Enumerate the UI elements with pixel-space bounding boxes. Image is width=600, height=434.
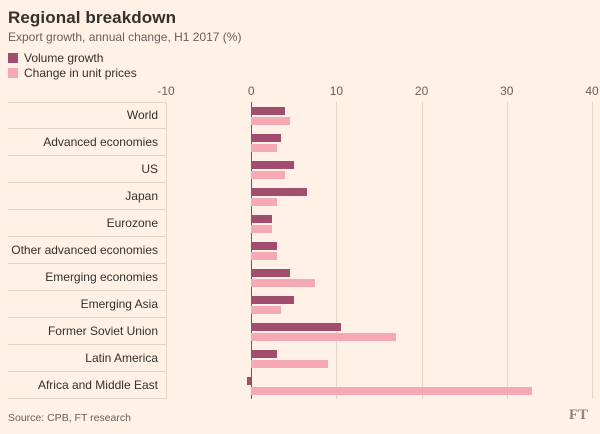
gridline — [336, 102, 338, 399]
category-label: World — [126, 108, 158, 122]
bar-unit-prices — [251, 225, 273, 233]
row-separator — [8, 128, 166, 129]
row-separator — [8, 263, 166, 264]
chart-subtitle: Export growth, annual change, H1 2017 (%… — [8, 30, 242, 44]
axis-tick-label: 10 — [329, 84, 344, 98]
bar-unit-prices — [251, 306, 281, 314]
axis-tick-label: 0 — [247, 84, 255, 98]
axis-tick-label: 40 — [585, 84, 599, 98]
gridline — [592, 102, 593, 399]
chart-row: World — [8, 102, 592, 129]
chart-row: Japan — [8, 183, 592, 210]
row-separator — [8, 371, 166, 372]
bar-volume-growth — [251, 269, 290, 277]
chart-row: Eurozone — [8, 210, 592, 237]
bar-volume-growth — [251, 188, 307, 196]
bar-volume-growth — [251, 107, 286, 115]
legend: Volume growth Change in unit prices — [8, 50, 592, 80]
category-label: Africa and Middle East — [37, 378, 158, 392]
bar-unit-prices — [251, 360, 328, 368]
chart-row: Africa and Middle East — [8, 372, 592, 399]
row-separator — [8, 236, 166, 237]
row-separator — [8, 182, 166, 183]
plot-area: -10 0 10 20 30 40 World Advanced economies US Ja… — [8, 84, 599, 399]
bar-unit-prices — [251, 333, 397, 341]
bar-volume-growth — [246, 377, 252, 385]
bar-unit-prices — [251, 117, 290, 125]
category-label: Eurozone — [106, 216, 158, 230]
category-label: Advanced economies — [43, 135, 158, 149]
bar-volume-growth — [251, 296, 294, 304]
axis-tick-label: -10 — [157, 84, 175, 98]
rows: World Advanced economies US Japan Eurozone Ot… — [8, 102, 593, 399]
gridline — [506, 102, 508, 399]
chart-row: Emerging economies — [8, 264, 592, 291]
bar-unit-prices — [251, 252, 277, 260]
chart-row: Emerging Asia — [8, 291, 592, 318]
legend-label: Volume growth — [24, 50, 104, 65]
category-label: Latin America — [85, 351, 158, 365]
row-separator — [8, 102, 166, 103]
legend-swatch — [8, 67, 18, 78]
bar-volume-growth — [251, 215, 273, 223]
bar-unit-prices — [251, 198, 277, 206]
category-label: Other advanced economies — [11, 243, 158, 257]
category-label: US — [141, 162, 158, 176]
category-label: Former Soviet Union — [47, 324, 158, 338]
row-separator — [8, 344, 166, 345]
bar-volume-growth — [251, 242, 277, 250]
row-separator — [8, 209, 166, 210]
row-separator — [8, 290, 166, 291]
axis-tick-label: 20 — [414, 84, 429, 98]
axis-tick-label: 30 — [500, 84, 514, 98]
bar-volume-growth — [251, 134, 281, 142]
bar-unit-prices — [251, 279, 316, 287]
chart-title: Regional breakdown — [8, 8, 177, 27]
legend-swatch — [8, 52, 18, 63]
row-separator — [8, 398, 166, 399]
bar-volume-growth — [251, 161, 294, 169]
x-axis: -10 0 10 20 30 40 — [8, 84, 598, 102]
legend-item: Volume growth — [8, 50, 592, 65]
bar-volume-growth — [251, 350, 277, 358]
gridline — [166, 102, 167, 399]
row-separator — [8, 155, 166, 156]
row-separator — [8, 317, 166, 318]
chart-row: Other advanced economies — [8, 237, 592, 264]
bar-unit-prices — [251, 171, 286, 179]
zero-line — [251, 102, 253, 399]
legend-item: Change in unit prices — [8, 65, 592, 80]
chart-row: US — [8, 156, 592, 183]
gridline — [421, 102, 423, 399]
bar-unit-prices — [251, 387, 533, 395]
source-note: Source: CPB, FT research — [8, 412, 131, 424]
chart-row: Latin America — [8, 345, 592, 372]
ft-logo: FT — [568, 407, 588, 423]
category-label: Japan — [125, 189, 158, 203]
bar-unit-prices — [251, 144, 277, 152]
category-label: Emerging Asia — [80, 297, 158, 311]
footer: Source: CPB, FT research FT — [8, 407, 592, 424]
category-label: Emerging economies — [45, 270, 158, 284]
legend-label: Change in unit prices — [24, 65, 137, 80]
bar-volume-growth — [251, 323, 341, 331]
chart-row: Advanced economies — [8, 129, 592, 156]
chart-row: Former Soviet Union — [8, 318, 592, 345]
